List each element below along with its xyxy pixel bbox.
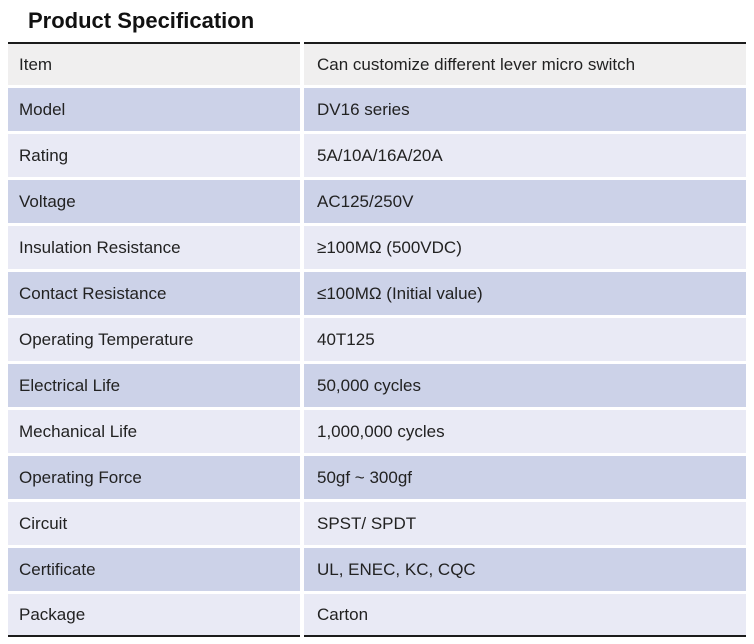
spec-row-model: Model DV16 series <box>8 88 746 131</box>
spec-value-electrical-life: 50,000 cycles <box>304 364 746 407</box>
spec-label-insulation-resistance: Insulation Resistance <box>8 226 300 269</box>
product-spec-page: Product Specification Item Can customize… <box>0 7 754 640</box>
spec-label-model: Model <box>8 88 300 131</box>
spec-row-circuit: Circuit SPST/ SPDT <box>8 502 746 545</box>
spec-value-mechanical-life: 1,000,000 cycles <box>304 410 746 453</box>
spec-row-item: Item Can customize different lever micro… <box>8 42 746 85</box>
spec-value-contact-resistance: ≤100MΩ (Initial value) <box>304 272 746 315</box>
page-title: Product Specification <box>28 8 255 33</box>
spec-value-voltage: AC125/250V <box>304 180 746 223</box>
spec-value-package: Carton <box>304 594 746 637</box>
spec-label-voltage: Voltage <box>8 180 300 223</box>
spec-row-electrical-life: Electrical Life 50,000 cycles <box>8 364 746 407</box>
spec-label-item: Item <box>8 42 300 85</box>
spec-table: Item Can customize different lever micro… <box>4 39 750 640</box>
spec-row-mechanical-life: Mechanical Life 1,000,000 cycles <box>8 410 746 453</box>
spec-label-contact-resistance: Contact Resistance <box>8 272 300 315</box>
spec-row-rating: Rating 5A/10A/16A/20A <box>8 134 746 177</box>
spec-row-insulation-resistance: Insulation Resistance ≥100MΩ (500VDC) <box>8 226 746 269</box>
spec-label-operating-temperature: Operating Temperature <box>8 318 300 361</box>
spec-label-circuit: Circuit <box>8 502 300 545</box>
spec-value-operating-temperature: 40T125 <box>304 318 746 361</box>
spec-row-contact-resistance: Contact Resistance ≤100MΩ (Initial value… <box>8 272 746 315</box>
spec-row-package: Package Carton <box>8 594 746 637</box>
spec-label-package: Package <box>8 594 300 637</box>
spec-value-model: DV16 series <box>304 88 746 131</box>
spec-row-certificate: Certificate UL, ENEC, KC, CQC <box>8 548 746 591</box>
spec-label-electrical-life: Electrical Life <box>8 364 300 407</box>
spec-value-insulation-resistance: ≥100MΩ (500VDC) <box>304 226 746 269</box>
spec-row-voltage: Voltage AC125/250V <box>8 180 746 223</box>
spec-value-operating-force: 50gf ~ 300gf <box>304 456 746 499</box>
spec-row-operating-force: Operating Force 50gf ~ 300gf <box>8 456 746 499</box>
spec-value-rating: 5A/10A/16A/20A <box>304 134 746 177</box>
spec-label-certificate: Certificate <box>8 548 300 591</box>
spec-label-rating: Rating <box>8 134 300 177</box>
spec-value-item: Can customize different lever micro swit… <box>304 42 746 85</box>
spec-value-certificate: UL, ENEC, KC, CQC <box>304 548 746 591</box>
spec-label-operating-force: Operating Force <box>8 456 300 499</box>
spec-row-operating-temperature: Operating Temperature 40T125 <box>8 318 746 361</box>
spec-label-mechanical-life: Mechanical Life <box>8 410 300 453</box>
spec-value-circuit: SPST/ SPDT <box>304 502 746 545</box>
